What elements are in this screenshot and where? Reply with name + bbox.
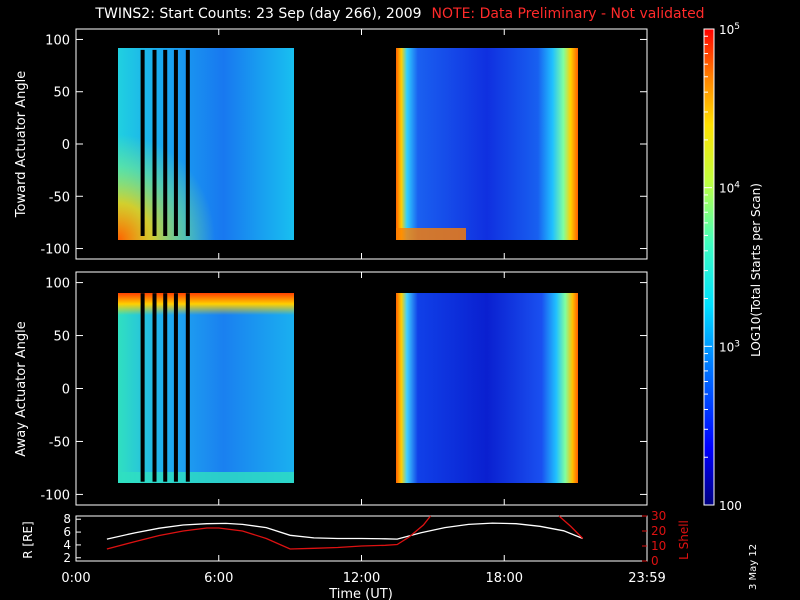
toward-heatmap-cells <box>118 48 578 240</box>
away-segment-2 <box>396 293 578 483</box>
colorbar-tick-label: 104 <box>719 181 740 196</box>
orbit-left-ytick-label: 6 <box>63 525 71 539</box>
away-segment-1-top-band <box>118 293 294 315</box>
toward-segment-1-hotspot <box>118 48 294 240</box>
toward-y-axis: 100 50 0 -50 -100 <box>40 33 647 258</box>
toward-gap-column <box>140 49 145 237</box>
away-gap-column <box>163 293 168 482</box>
toward-ytick-label: 100 <box>45 33 70 48</box>
away-heatmap-cells <box>118 293 578 483</box>
date-stamp: 3 May 12 <box>748 543 759 590</box>
toward-segment-2-bottom-band <box>396 228 466 240</box>
away-ytick-label: 0 <box>62 383 70 398</box>
x-tick-label: 23:59 <box>628 571 665 586</box>
colorbar-gradient <box>703 28 715 506</box>
x-tick-label: 18:00 <box>486 571 523 586</box>
orbit-right-ytick-label: 10 <box>651 539 666 553</box>
colorbar-tick-label: 100 <box>719 499 742 513</box>
orbit-left-ytick-label: 4 <box>63 538 71 552</box>
orbit-right-ytick-label: 0 <box>651 554 659 568</box>
away-gap-column <box>140 293 145 482</box>
away-ytick-label: 100 <box>45 277 70 292</box>
toward-ytick-label: -50 <box>49 190 70 205</box>
x-axis-label: Time (UT) <box>328 587 393 600</box>
x-tick-label: 6:00 <box>204 571 233 586</box>
toward-data-gaps <box>140 49 190 237</box>
l-shell-line <box>106 515 432 550</box>
x-tick-label: 12:00 <box>343 571 380 586</box>
away-ytick-label: -50 <box>49 435 70 450</box>
r-earth-line <box>106 522 584 540</box>
toward-gap-column <box>173 49 178 237</box>
toward-ytick-label: -100 <box>40 243 70 258</box>
orbit-right-ytick-label: 30 <box>651 509 666 523</box>
away-segment-1-bottom-band <box>118 472 294 483</box>
away-gap-column <box>185 293 190 482</box>
data-note: NOTE: Data Preliminary - Not validated <box>431 6 705 22</box>
orbit-x-axis: 0:00 6:00 12:00 18:00 23:59 <box>61 555 666 586</box>
orbit-right-ytick-label: 20 <box>651 524 666 538</box>
orbit-left-ytick-label: 8 <box>63 512 71 526</box>
colorbar-ticks: 100 103 104 105 <box>704 22 742 513</box>
orbit-left-y-label: R [RE] <box>21 521 35 558</box>
orbit-series <box>106 515 584 550</box>
toward-gap-column <box>152 49 157 237</box>
away-y-axis: 100 50 0 -50 -100 <box>40 277 647 503</box>
orbit-left-ytick-label: 2 <box>63 551 71 565</box>
toward-gap-column <box>163 49 168 237</box>
away-gap-column <box>173 293 178 482</box>
colorbar: 100 103 104 105 LOG10(Total Starts per Scan… <box>703 22 763 513</box>
toward-y-label: Toward Actuator Angle <box>14 71 29 218</box>
colorbar-tick-label: 103 <box>719 339 740 354</box>
away-ytick-label: -100 <box>40 488 70 503</box>
toward-gap-column <box>185 49 190 237</box>
chart-title: TWINS2: Start Counts: 23 Sep (day 266), … <box>95 6 422 22</box>
away-data-gaps <box>140 293 190 482</box>
away-segment-1 <box>118 293 294 483</box>
away-gap-column <box>152 293 157 482</box>
away-ytick-label: 50 <box>53 330 70 345</box>
x-tick-label: 0:00 <box>61 571 90 586</box>
colorbar-tick-label: 105 <box>719 22 740 37</box>
away-y-label: Away Actuator Angle <box>14 321 29 456</box>
toward-ytick-label: 0 <box>62 138 70 153</box>
colorbar-label: LOG10(Total Starts per Scan) <box>749 183 763 357</box>
toward-ytick-label: 50 <box>53 86 70 101</box>
away-heatmap-panel: 100 50 0 -50 -100 Away Actuator Angle <box>14 271 648 506</box>
away-x-ticks <box>75 272 648 505</box>
toward-segment-2 <box>396 48 578 240</box>
l-shell-line <box>558 515 584 539</box>
orbit-right-y-label: L Shell <box>677 520 691 560</box>
chart-title-row: TWINS2: Start Counts: 23 Sep (day 266), … <box>0 6 800 26</box>
toward-heatmap-panel: 100 50 0 -50 -100 Toward Actuator Angle <box>14 28 648 260</box>
toward-x-ticks <box>75 29 648 259</box>
